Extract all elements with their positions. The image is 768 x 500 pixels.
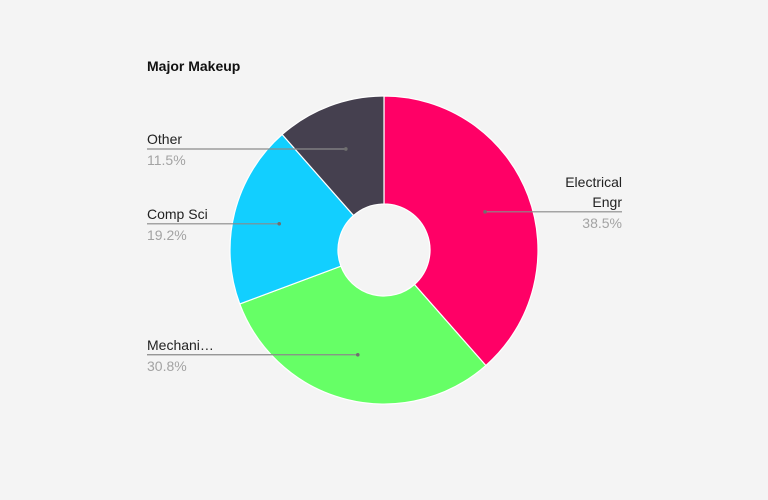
slice-electrical-engr[interactable] bbox=[383, 95, 539, 367]
slice-label-electrical-engr-line-2: Engr bbox=[592, 194, 622, 210]
slice-mechanical[interactable] bbox=[238, 265, 487, 405]
slice-percent-mechanical: 30.8% bbox=[147, 358, 187, 374]
slice-percent-electrical-engr: 38.5% bbox=[582, 215, 622, 231]
labels-group: Electrical Engr 38.5% Mechani… 30.8% Comp Sci… bbox=[147, 131, 622, 374]
chart-title: Major Makeup bbox=[147, 58, 240, 74]
slices-group bbox=[229, 95, 539, 405]
leader-dot-mechanical bbox=[355, 352, 360, 357]
slice-label-comp-sci: Comp Sci bbox=[147, 206, 208, 222]
leader-dot-other bbox=[344, 147, 348, 151]
leader-lines-group bbox=[147, 147, 622, 357]
leader-dot-electrical-engr bbox=[483, 210, 487, 214]
slice-other[interactable] bbox=[281, 95, 385, 217]
slice-label-electrical-engr-line-1: Electrical bbox=[565, 174, 622, 190]
leader-dot-comp-sci bbox=[277, 221, 282, 226]
slice-percent-comp-sci: 19.2% bbox=[147, 227, 187, 243]
slice-percent-other: 11.5% bbox=[147, 152, 186, 168]
slice-label-other: Other bbox=[147, 131, 182, 147]
slice-label-mechanical: Mechani… bbox=[147, 337, 214, 353]
